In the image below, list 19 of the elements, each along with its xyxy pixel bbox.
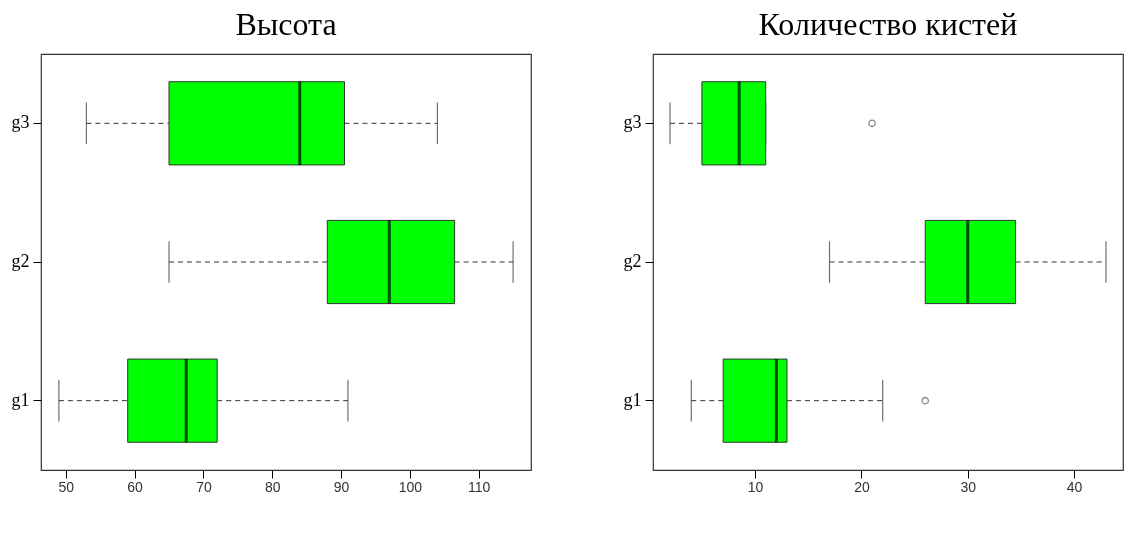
chart-title: Количество кистей (758, 6, 1018, 42)
x-tick-label: 70 (196, 478, 212, 495)
x-tick-label: 80 (264, 478, 281, 495)
x-tick-label: 30 (960, 478, 977, 495)
x-tick-label: 100 (398, 478, 423, 495)
chart-title: Высота (235, 6, 337, 42)
x-tick-label: 40 (1066, 478, 1083, 495)
y-tick-label: g3 (11, 112, 30, 133)
x-tick-label: 110 (468, 478, 491, 495)
x-tick-label: 90 (333, 478, 350, 495)
y-tick-label: g2 (623, 251, 642, 271)
x-tick-label: 20 (854, 478, 870, 495)
y-tick-label: g3 (623, 112, 642, 133)
x-tick-label: 10 (747, 478, 764, 495)
x-tick-label: 60 (127, 478, 144, 495)
y-tick-label: g1 (623, 389, 642, 410)
y-tick-label: g2 (11, 251, 30, 271)
x-tick-label: 50 (58, 478, 75, 495)
y-tick-label: g1 (11, 389, 30, 410)
